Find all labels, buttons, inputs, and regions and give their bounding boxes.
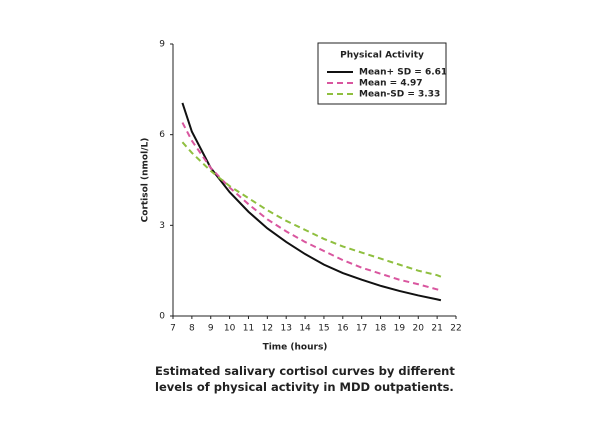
x-tick-label: 14	[299, 324, 311, 334]
y-tick-label: 3	[159, 221, 165, 231]
y-axis-label: Cortisol (nmol/L)	[141, 138, 151, 223]
x-tick-label: 21	[431, 324, 442, 334]
legend-label: Mean = 4.97	[359, 79, 423, 89]
x-tick-label: 20	[413, 324, 425, 334]
line-series	[181, 102, 442, 302]
y-tick-label: 0	[159, 312, 165, 322]
x-tick-label: 16	[337, 324, 349, 334]
x-tick-label: 10	[224, 324, 236, 334]
x-tick-label: 19	[394, 324, 406, 334]
x-tick-label: 17	[356, 324, 367, 334]
legend-label: Mean+ SD = 6.61	[359, 68, 447, 78]
x-tick-label: 7	[170, 324, 176, 334]
legend-title: Physical Activity	[340, 51, 424, 61]
caption: Estimated salivary cortisol curves by di…	[155, 364, 455, 394]
x-tick-label: 12	[262, 324, 273, 334]
line-series	[181, 122, 442, 292]
x-tick-label: 11	[243, 324, 254, 334]
x-tick-label: 9	[208, 324, 214, 334]
y-tick-label: 9	[159, 40, 165, 50]
x-tick-label: 18	[375, 324, 387, 334]
x-axis-label: Time (hours)	[263, 343, 328, 353]
y-tick-label: 6	[159, 130, 165, 140]
x-tick-label: 8	[189, 324, 195, 334]
x-tick-label: 22	[450, 324, 461, 334]
x-tick-label: 15	[318, 324, 329, 334]
x-tick-label: 13	[280, 324, 291, 334]
legend-label: Mean-SD = 3.33	[359, 90, 440, 100]
line-series	[181, 141, 442, 278]
